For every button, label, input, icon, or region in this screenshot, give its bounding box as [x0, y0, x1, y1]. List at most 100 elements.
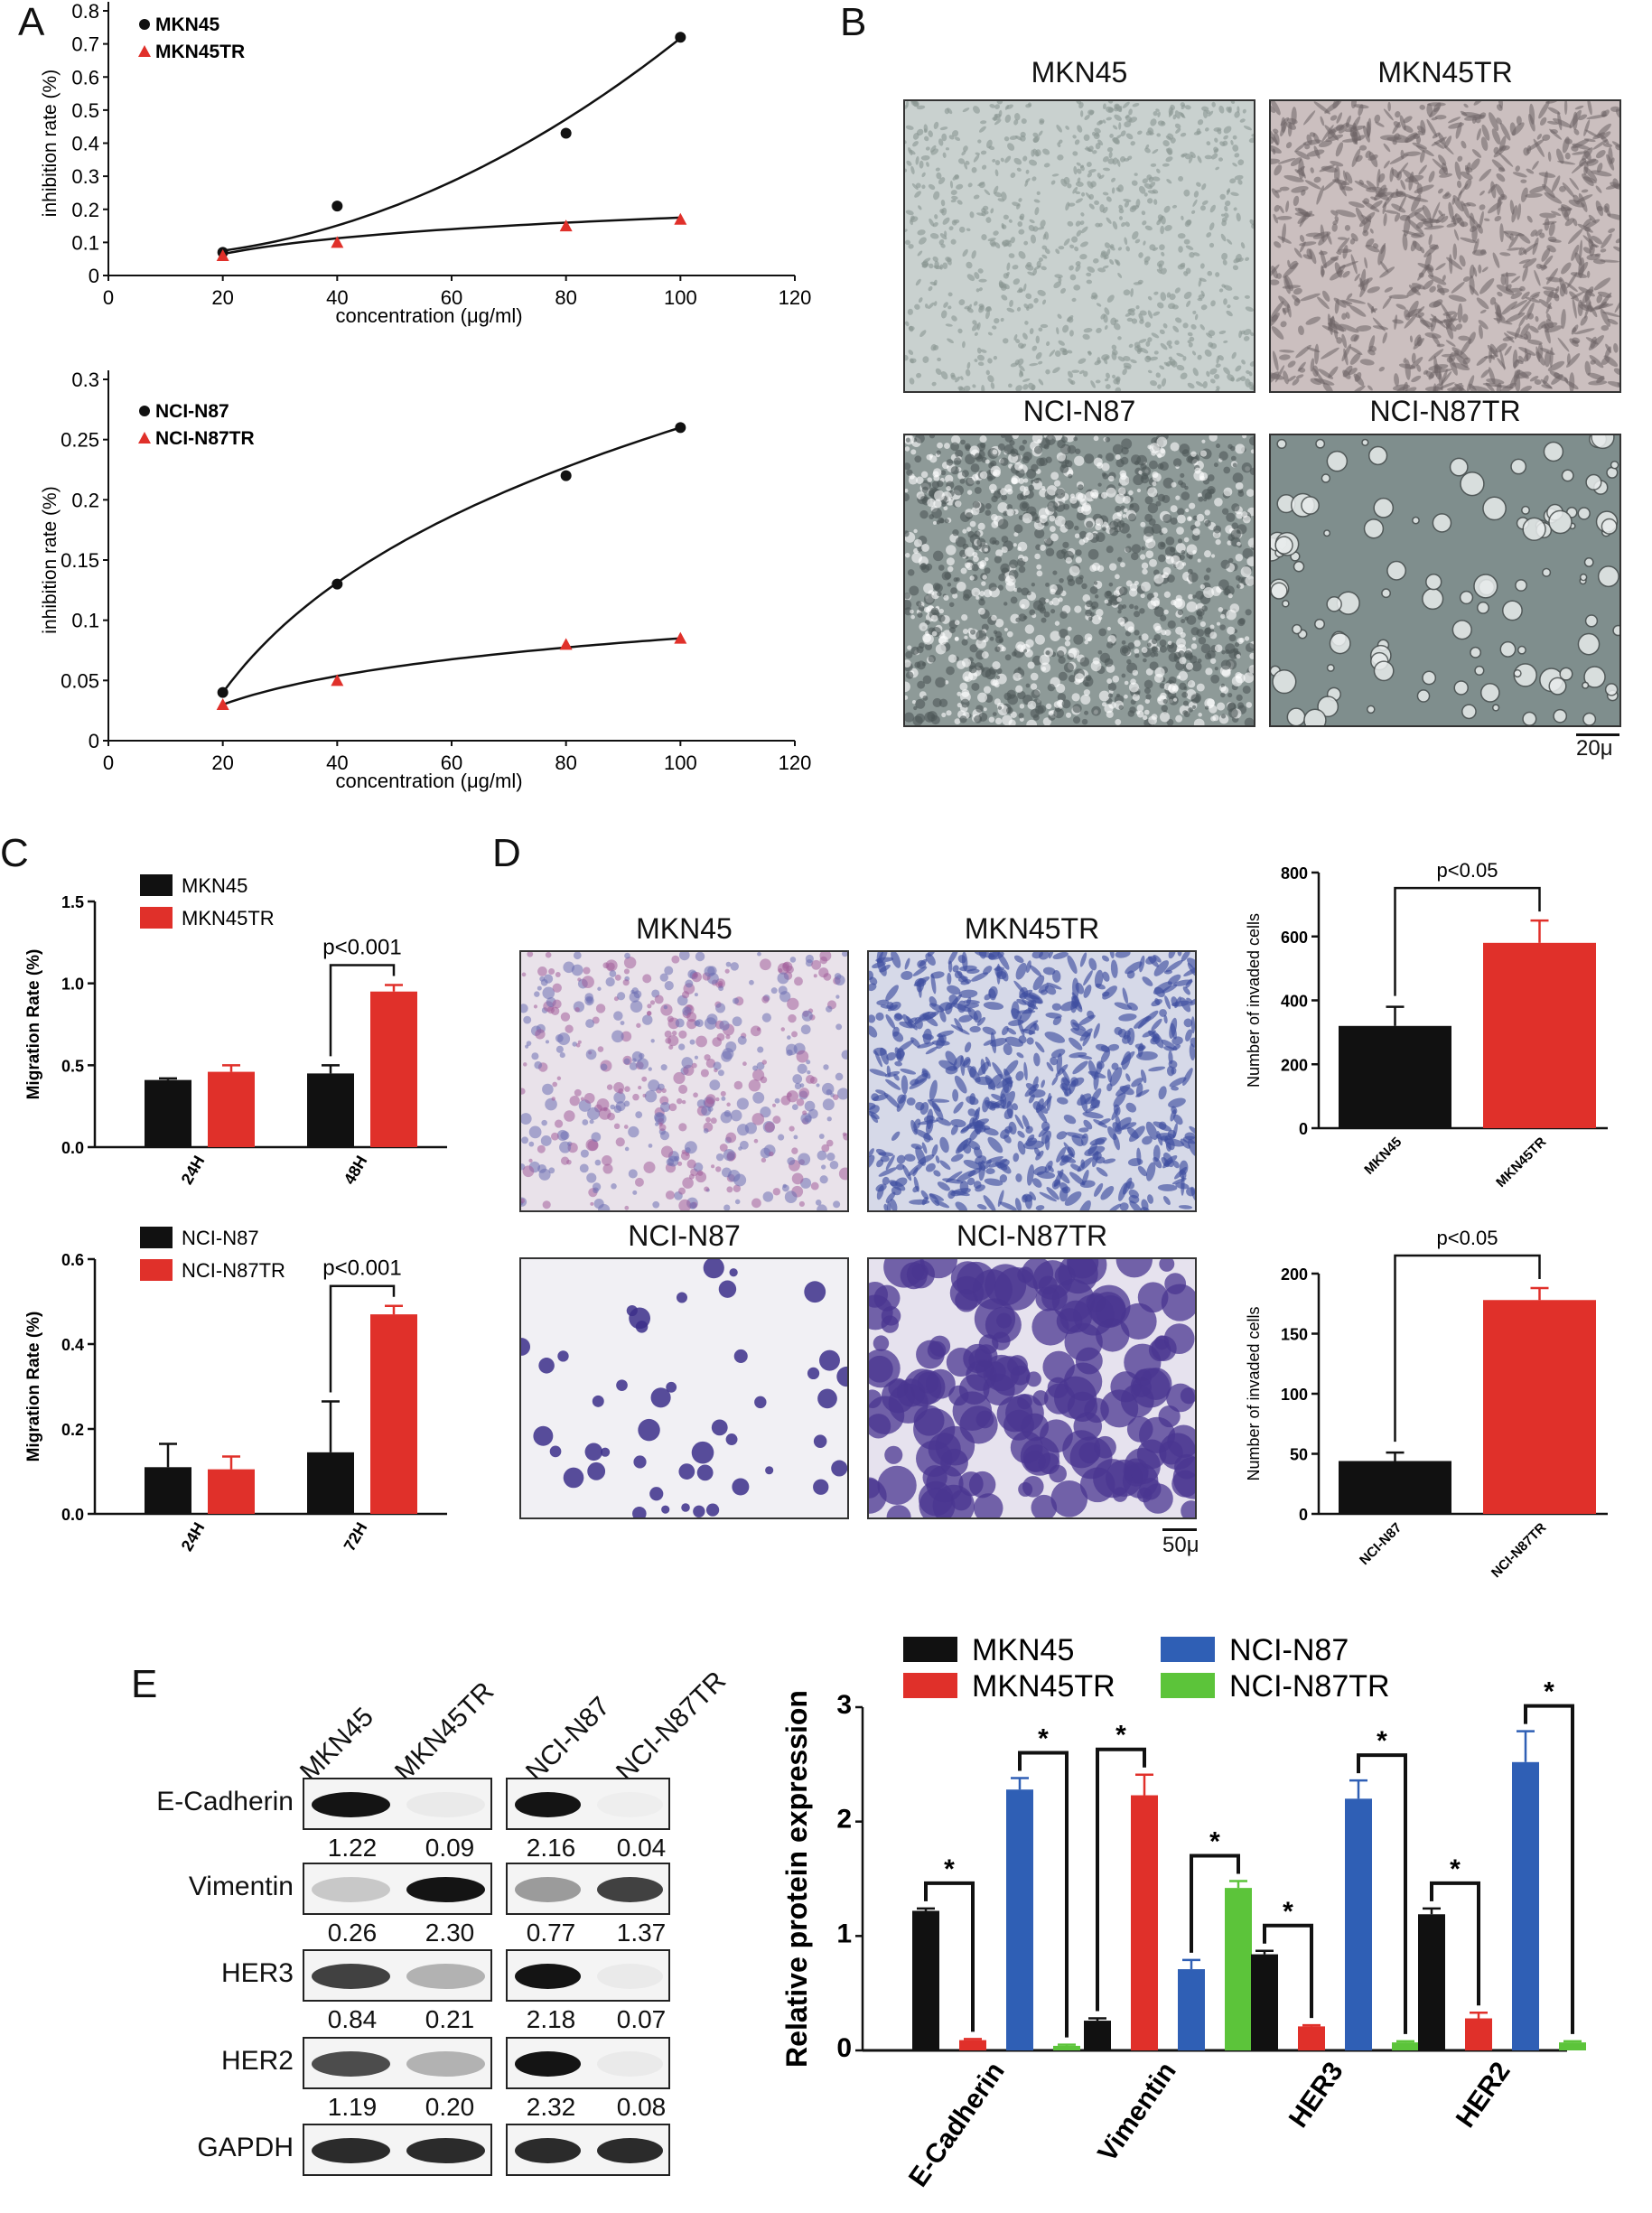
- cell: [963, 1000, 980, 1004]
- cell: [1180, 372, 1188, 380]
- cell: [984, 567, 991, 574]
- cell: [1285, 142, 1293, 149]
- cell: [725, 1433, 738, 1445]
- cell: [1326, 596, 1342, 612]
- cell: [559, 1141, 572, 1153]
- cell: [630, 1000, 643, 1013]
- cell: [1213, 374, 1220, 379]
- cell: [1596, 376, 1605, 384]
- cell: [981, 651, 989, 659]
- cell: [1226, 512, 1236, 522]
- cell: [649, 1487, 664, 1501]
- cell: [1168, 1097, 1186, 1108]
- cell: [1115, 377, 1121, 386]
- cell: [587, 1461, 606, 1480]
- cell: [1124, 201, 1130, 208]
- cell: [915, 182, 921, 189]
- cell: [1006, 262, 1011, 271]
- cell: [1548, 509, 1573, 535]
- cell: [521, 1136, 529, 1144]
- cell: [1248, 137, 1254, 144]
- cell: [1083, 689, 1090, 696]
- cell: [1209, 705, 1218, 714]
- cell: [598, 1203, 611, 1210]
- cell: [730, 962, 739, 971]
- cell: [715, 1003, 726, 1013]
- cell: [1072, 704, 1082, 714]
- cell: [1035, 1205, 1045, 1210]
- cell: [1019, 598, 1030, 610]
- cell: [1550, 128, 1558, 135]
- cell: [918, 205, 922, 210]
- cell: [1517, 203, 1522, 220]
- cell: [905, 354, 909, 361]
- cell: [1123, 199, 1132, 202]
- cell: [1188, 555, 1193, 560]
- cell: [1545, 325, 1563, 333]
- cell: [1348, 201, 1365, 208]
- cell: [961, 658, 972, 668]
- cell: [1220, 613, 1226, 620]
- cell: [976, 212, 985, 216]
- cell: [1377, 184, 1386, 197]
- cell: [1220, 714, 1227, 719]
- cell: [935, 1155, 940, 1163]
- cell: [1154, 998, 1161, 1005]
- cell: [1178, 175, 1184, 182]
- cell: [541, 1119, 547, 1126]
- cell: [1244, 636, 1250, 641]
- cell: [1073, 285, 1081, 291]
- cell: [1188, 453, 1199, 464]
- cell: [921, 184, 926, 190]
- cell: [1069, 1051, 1087, 1059]
- cell: [1029, 609, 1036, 616]
- cell: [1553, 708, 1568, 724]
- cell: [660, 1145, 674, 1158]
- cell: [585, 1049, 597, 1060]
- cell: [1046, 982, 1062, 990]
- cell: [1194, 467, 1201, 474]
- fit-curve-mkn45tr: [222, 216, 681, 256]
- cell: [1231, 676, 1243, 686]
- cell: [954, 1075, 967, 1094]
- cell: [1315, 438, 1326, 449]
- cell: [1418, 164, 1427, 175]
- cell: [959, 1181, 969, 1193]
- cell: [1280, 121, 1287, 137]
- cell: [668, 1103, 677, 1112]
- cell: [950, 442, 960, 452]
- cell: [1076, 162, 1081, 166]
- cell: [1134, 238, 1141, 244]
- cell: [958, 989, 978, 998]
- cell: [869, 1102, 876, 1110]
- cell: [1125, 133, 1134, 140]
- cell: [1429, 244, 1440, 250]
- cell: [1555, 148, 1564, 164]
- cell: [1090, 380, 1096, 388]
- cell: [1181, 549, 1186, 555]
- cell: [1432, 333, 1441, 347]
- cell: [944, 107, 950, 115]
- cell: [900, 1262, 928, 1290]
- cell: [691, 972, 702, 983]
- cell: [528, 1125, 542, 1139]
- cell: [1064, 640, 1071, 647]
- cell: [606, 1084, 613, 1090]
- data-point: [331, 674, 344, 686]
- cell: [1383, 108, 1394, 121]
- micrograph-nci-n87tr-invasion: [867, 1257, 1197, 1519]
- cell: [1011, 477, 1018, 485]
- cell: [1457, 155, 1463, 163]
- cell: [1038, 130, 1043, 136]
- cell: [1209, 624, 1215, 630]
- cell: [1060, 1154, 1069, 1163]
- cell: [1106, 294, 1115, 303]
- cell: [1112, 675, 1120, 683]
- cell: [1008, 219, 1013, 223]
- cell: [1572, 297, 1577, 319]
- cell: [979, 435, 987, 444]
- cell: [1072, 1022, 1087, 1031]
- cell: [794, 976, 803, 986]
- cell: [1188, 1138, 1195, 1157]
- cell: [1106, 117, 1112, 121]
